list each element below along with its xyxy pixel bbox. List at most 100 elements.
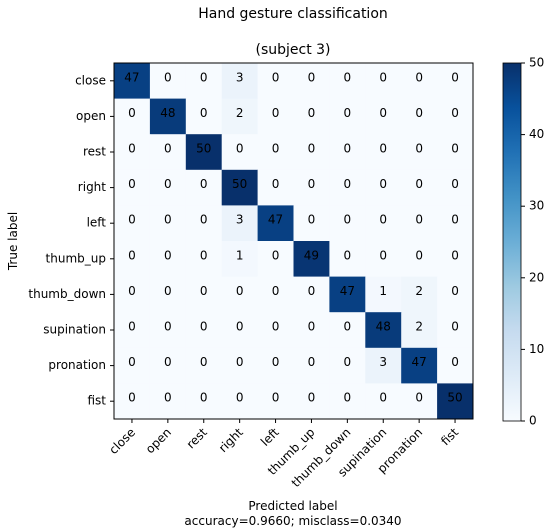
- y-tick-label: right: [78, 180, 106, 194]
- cell-value-label: 1: [379, 284, 387, 298]
- colorbar-tick-label: 40: [529, 127, 544, 141]
- heatmap-cell: [185, 205, 223, 242]
- cell-value-label: 0: [451, 355, 459, 369]
- heatmap-cell: [149, 169, 187, 206]
- cell-value-label: 0: [164, 284, 172, 298]
- heatmap-cell: [365, 63, 402, 99]
- cell-value-label: 0: [200, 391, 208, 405]
- cell-value-label: 0: [272, 355, 280, 369]
- y-tick-label: rest: [83, 145, 106, 159]
- colorbar-tick-label: 50: [529, 56, 544, 70]
- cell-value-label: 0: [236, 320, 244, 334]
- heatmap-cell: [365, 312, 402, 349]
- cell-value-label: 0: [415, 177, 423, 191]
- cell-value-label: 0: [451, 177, 459, 191]
- cell-value-label: 0: [415, 70, 423, 84]
- cell-value-label: 0: [415, 142, 423, 156]
- x-tick-label: left: [258, 425, 282, 449]
- cell-value-label: 0: [164, 355, 172, 369]
- heatmap-cell: [257, 347, 294, 384]
- cell-value-label: 48: [376, 320, 391, 334]
- y-axis-label: True label: [6, 212, 20, 271]
- cell-value-label: 0: [164, 391, 172, 405]
- heatmap-cell: [185, 98, 223, 135]
- heatmap-cell: [329, 276, 366, 313]
- cell-value-label: 0: [308, 106, 316, 120]
- cell-value-label: 0: [164, 248, 172, 262]
- cell-value-label: 0: [164, 70, 172, 84]
- cell-value-label: 0: [344, 142, 352, 156]
- heatmap-cell: [185, 383, 223, 420]
- cell-value-label: 3: [236, 213, 244, 227]
- heatmap-cell: [149, 98, 187, 135]
- cell-value-label: 0: [451, 248, 459, 262]
- heatmap-cell: [221, 134, 258, 171]
- cell-value-label: 0: [344, 248, 352, 262]
- heatmap-cell: [365, 98, 402, 135]
- cell-value-label: 2: [415, 320, 423, 334]
- heatmap-cell: [329, 98, 366, 135]
- heatmap-cell: [114, 63, 151, 99]
- cell-value-label: 0: [272, 391, 280, 405]
- cell-value-label: 0: [344, 106, 352, 120]
- cell-value-label: 0: [451, 106, 459, 120]
- cell-value-label: 0: [200, 248, 208, 262]
- cell-value-label: 0: [451, 284, 459, 298]
- heatmap-cell: [221, 347, 258, 384]
- cell-value-label: 0: [451, 320, 459, 334]
- y-tick-label: supination: [43, 323, 106, 337]
- colorbar-tick-label: 10: [529, 342, 544, 356]
- heatmap-cell: [114, 241, 151, 277]
- cell-value-label: 0: [272, 248, 280, 262]
- x-axis-metrics-note: accuracy=0.9660; misclass=0.0340: [184, 514, 401, 528]
- cell-value-label: 0: [308, 70, 316, 84]
- x-tick-label: rest: [184, 425, 210, 451]
- heatmap-cell: [365, 169, 402, 206]
- cell-value-label: 0: [379, 106, 387, 120]
- heatmap-cell: [221, 383, 258, 420]
- heatmap-cell: [114, 347, 151, 384]
- cell-value-label: 0: [379, 142, 387, 156]
- heatmap-cell: [365, 134, 402, 171]
- cell-value-label: 0: [128, 106, 136, 120]
- heatmap-cell: [401, 312, 438, 349]
- cell-value-label: 3: [236, 70, 244, 84]
- cell-value-label: 0: [379, 248, 387, 262]
- cell-value-label: 0: [164, 213, 172, 227]
- heatmap-cell: [185, 63, 223, 99]
- heatmap-cell: [257, 98, 294, 135]
- heatmap-cell: [437, 169, 474, 206]
- cell-value-label: 0: [308, 284, 316, 298]
- cell-value-label: 0: [236, 142, 244, 156]
- heatmap-cell: [257, 169, 294, 206]
- cell-value-label: 0: [344, 213, 352, 227]
- heatmap-cell: [329, 347, 366, 384]
- heatmap-cell: [365, 276, 402, 313]
- heatmap-cell: [365, 347, 402, 384]
- heatmap-cell: [293, 383, 330, 420]
- heatmap-cell: [221, 205, 258, 242]
- cell-value-label: 0: [128, 177, 136, 191]
- cell-value-label: 0: [415, 248, 423, 262]
- heatmap-cell: [185, 276, 223, 313]
- cell-value-label: 0: [344, 391, 352, 405]
- heatmap-cell: [257, 276, 294, 313]
- cell-value-label: 0: [128, 355, 136, 369]
- heatmap-cell: [437, 347, 474, 384]
- heatmap-cell: [401, 347, 438, 384]
- cell-value-label: 3: [379, 355, 387, 369]
- cell-value-label: 0: [200, 177, 208, 191]
- x-tick-label: right: [216, 425, 246, 455]
- heatmap-cell: [401, 134, 438, 171]
- cell-value-label: 0: [379, 70, 387, 84]
- heatmap-cell: [114, 276, 151, 313]
- heatmap-cell: [257, 241, 294, 277]
- y-tick-label: pronation: [48, 358, 106, 372]
- heatmap-cell: [401, 276, 438, 313]
- heatmap-cell: [221, 98, 258, 135]
- heatmap-cell: [329, 205, 366, 242]
- heatmap-cell: [329, 134, 366, 171]
- heatmap-cell: [114, 98, 151, 135]
- heatmap-cell: [365, 241, 402, 277]
